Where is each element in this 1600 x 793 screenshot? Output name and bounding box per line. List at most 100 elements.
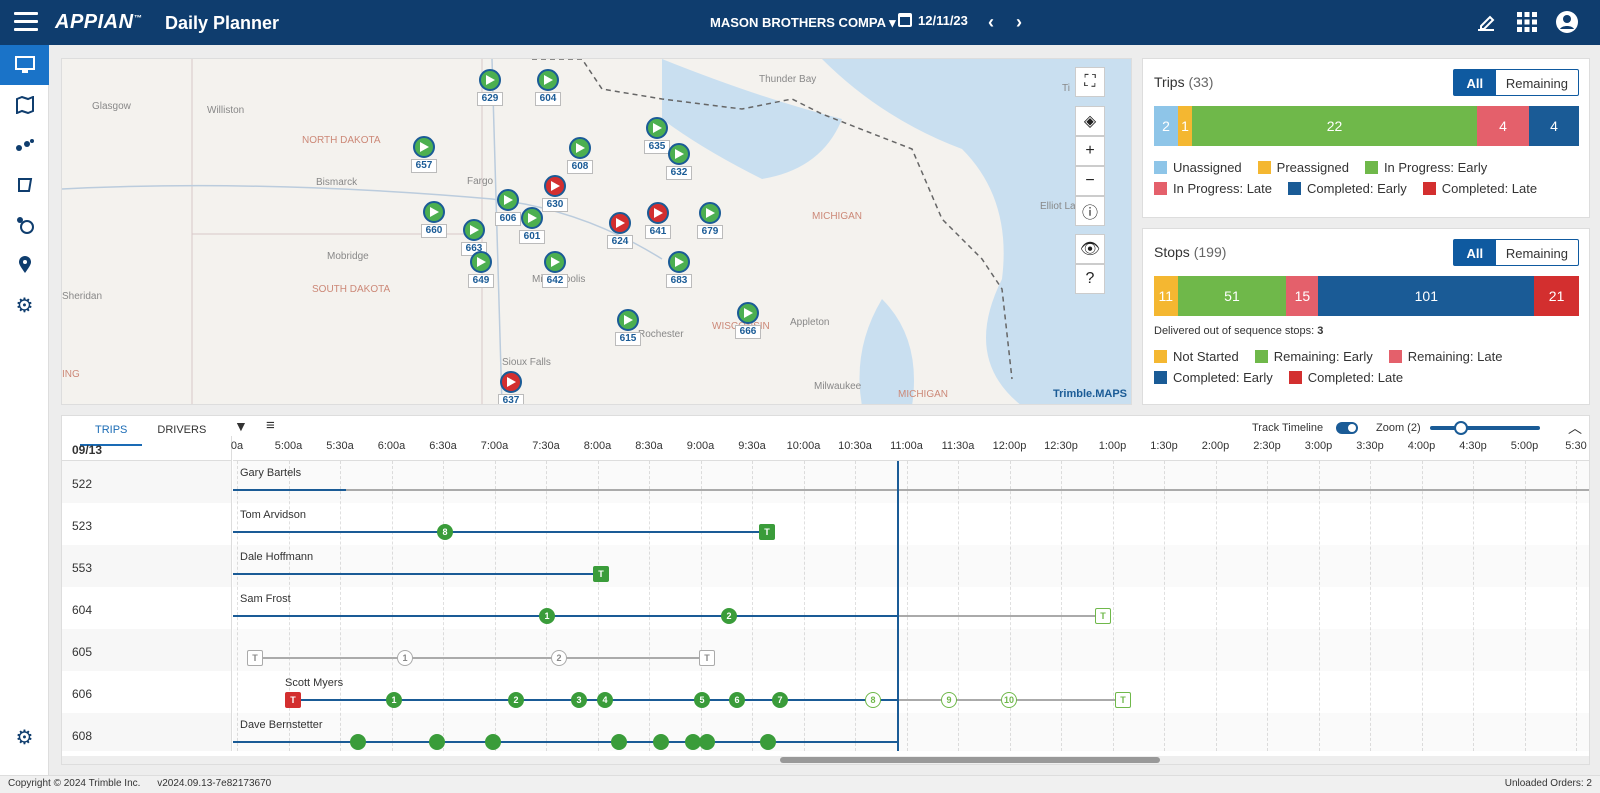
stop-marker[interactable]: 3 [571,692,587,708]
timeline-row[interactable]: T 1 2 T [233,629,1589,671]
status-bar-segment[interactable]: 21 [1534,276,1579,316]
stop-marker[interactable]: T [247,650,263,666]
stop-marker[interactable] [699,734,715,750]
map-stop-marker[interactable]: 608 [565,137,595,177]
stop-marker[interactable]: 8 [437,524,453,540]
tab-trips[interactable]: TRIPS [80,416,143,446]
stop-marker[interactable]: T [699,650,715,666]
map-stop-marker[interactable]: 630 [540,175,570,215]
help-button[interactable]: ? [1075,264,1105,294]
timeline-rows[interactable]: Gary Bartels Tom Arvidson 8 T Dale Hoffmann T… [233,461,1589,751]
trip-number[interactable]: 606 [62,671,231,714]
stop-marker[interactable]: T [285,692,301,708]
stop-marker[interactable]: 7 [772,692,788,708]
stop-marker[interactable]: 6 [729,692,745,708]
trip-number[interactable]: 553 [62,545,231,588]
stop-marker[interactable]: 2 [721,608,737,624]
info-button[interactable]: ⓘ [1075,196,1105,226]
prev-date-button[interactable]: ‹ [988,12,994,32]
map-stop-marker[interactable]: 637 [496,371,526,404]
sort-icon[interactable]: ≡ [266,417,275,434]
timeline-row[interactable]: Gary Bartels [233,461,1589,503]
map-stop-marker[interactable]: 683 [664,251,694,291]
status-bar-segment[interactable]: 22 [1192,106,1477,146]
map-stop-marker[interactable]: 641 [643,202,673,242]
stop-marker[interactable]: 9 [941,692,957,708]
stop-marker[interactable] [429,734,445,750]
map-stop-marker[interactable]: 606 [493,189,523,229]
stop-marker[interactable]: 1 [386,692,402,708]
map-stop-marker[interactable]: 601 [517,207,547,247]
sidebar-item-schedule[interactable] [0,205,49,245]
map-stop-marker[interactable]: 642 [540,251,570,291]
trip-number[interactable]: 605 [62,629,231,672]
map-stop-marker[interactable]: 615 [613,309,643,349]
status-bar-segment[interactable]: 101 [1318,276,1535,316]
zoom-in-button[interactable]: + [1075,136,1105,166]
stop-marker[interactable]: 2 [551,650,567,666]
map-stop-marker[interactable]: 604 [533,69,563,109]
trip-number[interactable]: 523 [62,503,231,546]
map-stop-marker[interactable]: 632 [664,143,694,183]
status-bar-segment[interactable]: 15 [1286,276,1319,316]
stop-marker[interactable]: 5 [694,692,710,708]
status-bar-segment[interactable]: 1 [1178,106,1192,146]
trips-all-button[interactable]: All [1453,70,1496,95]
trip-number[interactable]: 608 [62,713,231,751]
status-bar-segment[interactable]: 4 [1477,106,1529,146]
visibility-button[interactable]: 👁 [1075,234,1105,264]
timeline-row[interactable]: Dale Hoffmann T [233,545,1589,587]
collapse-icon[interactable]: ︿ [1568,420,1582,436]
next-date-button[interactable]: › [1016,12,1022,32]
stop-marker[interactable] [760,734,776,750]
map-view[interactable]: Glasgow Williston NORTH DAKOTA Bismarck Farg… [61,58,1132,405]
map-stop-marker[interactable]: 649 [466,251,496,291]
edit-note-icon[interactable] [1475,10,1499,34]
stop-marker[interactable] [350,734,366,750]
stops-all-button[interactable]: All [1453,240,1496,265]
zoom-out-button[interactable]: − [1075,166,1105,196]
status-bar-segment[interactable]: 51 [1177,276,1287,316]
sidebar-item-admin-settings[interactable]: ⚙ [0,717,49,757]
stop-marker[interactable]: 10 [1001,692,1017,708]
status-bar-segment[interactable]: 11 [1154,276,1178,316]
timeline-row[interactable]: Scott Myers T 1 2 3 4 5 6 7 8 9 10 T [233,671,1589,713]
stops-remaining-button[interactable]: Remaining [1505,246,1568,261]
zoom-slider[interactable] [1430,421,1540,435]
account-icon[interactable] [1555,10,1579,34]
menu-icon[interactable] [14,12,38,32]
stop-marker[interactable]: T [1095,608,1111,624]
fullscreen-button[interactable]: ⛶ [1075,67,1105,97]
layers-button[interactable]: ◈ [1075,106,1105,136]
horizontal-scrollbar[interactable] [62,756,1589,764]
company-selector[interactable]: MASON BROTHERS COMPA ▾ [710,15,896,30]
stop-marker[interactable] [653,734,669,750]
sidebar-item-zones[interactable] [0,165,49,205]
stop-marker[interactable] [485,734,501,750]
stop-marker[interactable]: 1 [397,650,413,666]
map-stop-marker[interactable]: 666 [733,302,763,342]
trip-number[interactable]: 604 [62,587,231,630]
map-stop-marker[interactable]: 624 [605,212,635,252]
tab-drivers[interactable]: DRIVERS [157,424,207,436]
stop-marker[interactable] [611,734,627,750]
stop-marker[interactable]: T [1115,692,1131,708]
stop-marker[interactable]: 1 [539,608,555,624]
timeline-row[interactable]: Tom Arvidson 8 T [233,503,1589,545]
trips-remaining-button[interactable]: Remaining [1505,76,1568,91]
map-stop-marker[interactable]: 629 [475,69,505,109]
status-bar-segment[interactable]: 2 [1154,106,1178,146]
stop-marker[interactable]: 2 [508,692,524,708]
stop-marker[interactable]: T [593,566,609,582]
trip-number[interactable]: 522 [62,461,231,504]
filter-icon[interactable]: ▼ [234,418,248,434]
timeline-row[interactable]: Sam Frost 1 2 T [233,587,1589,629]
timeline-row[interactable]: Dave Bernstetter [233,713,1589,751]
sidebar-item-locations[interactable] [0,245,49,285]
sidebar-item-map[interactable] [0,85,49,125]
map-stop-marker[interactable]: 657 [409,136,439,176]
apps-grid-icon[interactable] [1515,10,1539,34]
sidebar-item-planner[interactable] [0,45,49,85]
date-picker[interactable]: 12/11/23 [898,13,968,28]
stop-marker[interactable]: 8 [865,692,881,708]
